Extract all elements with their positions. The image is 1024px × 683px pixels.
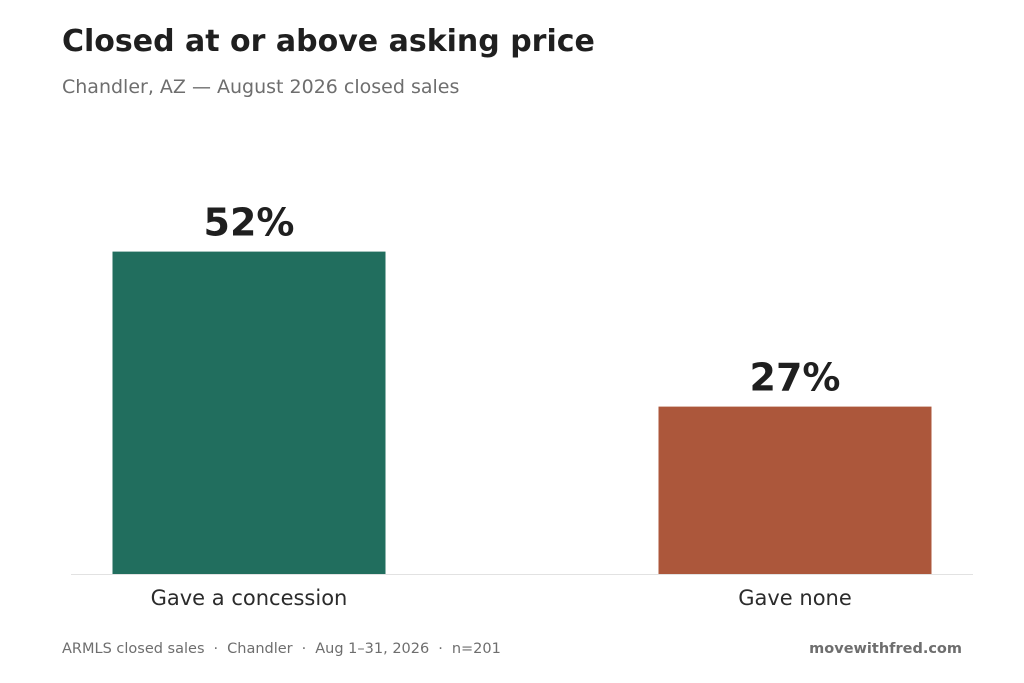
value-label-gave-none: 27% [750, 356, 841, 400]
footer-source-city: Chandler [227, 641, 293, 657]
category-label-gave-a-concession: Gave a concession [151, 586, 348, 610]
bars-group: 52% Gave a concession 27% Gave none [112, 201, 932, 610]
value-label-gave-a-concession: 52% [204, 201, 295, 245]
bar-gave-none [658, 406, 932, 574]
footer-separator: · [438, 641, 443, 657]
footer-source: ARMLS closed sales · Chandler · Aug 1–31, 20… [62, 641, 501, 657]
footer-source-dataset: ARMLS closed sales [62, 641, 205, 657]
footer-separator: · [301, 641, 307, 657]
chart-title: Closed at or above asking price [62, 24, 595, 59]
footer-brand: movewithfred.com [809, 641, 962, 657]
bar-gave-a-concession [112, 251, 386, 574]
footer-source-sample-size: n=201 [451, 641, 501, 657]
chart-subtitle: Chandler, AZ — August 2026 closed sales [62, 76, 460, 98]
footer-source-period: Aug 1–31, 2026 [315, 641, 430, 657]
category-label-gave-none: Gave none [738, 586, 852, 610]
footer-separator: · [213, 641, 219, 657]
